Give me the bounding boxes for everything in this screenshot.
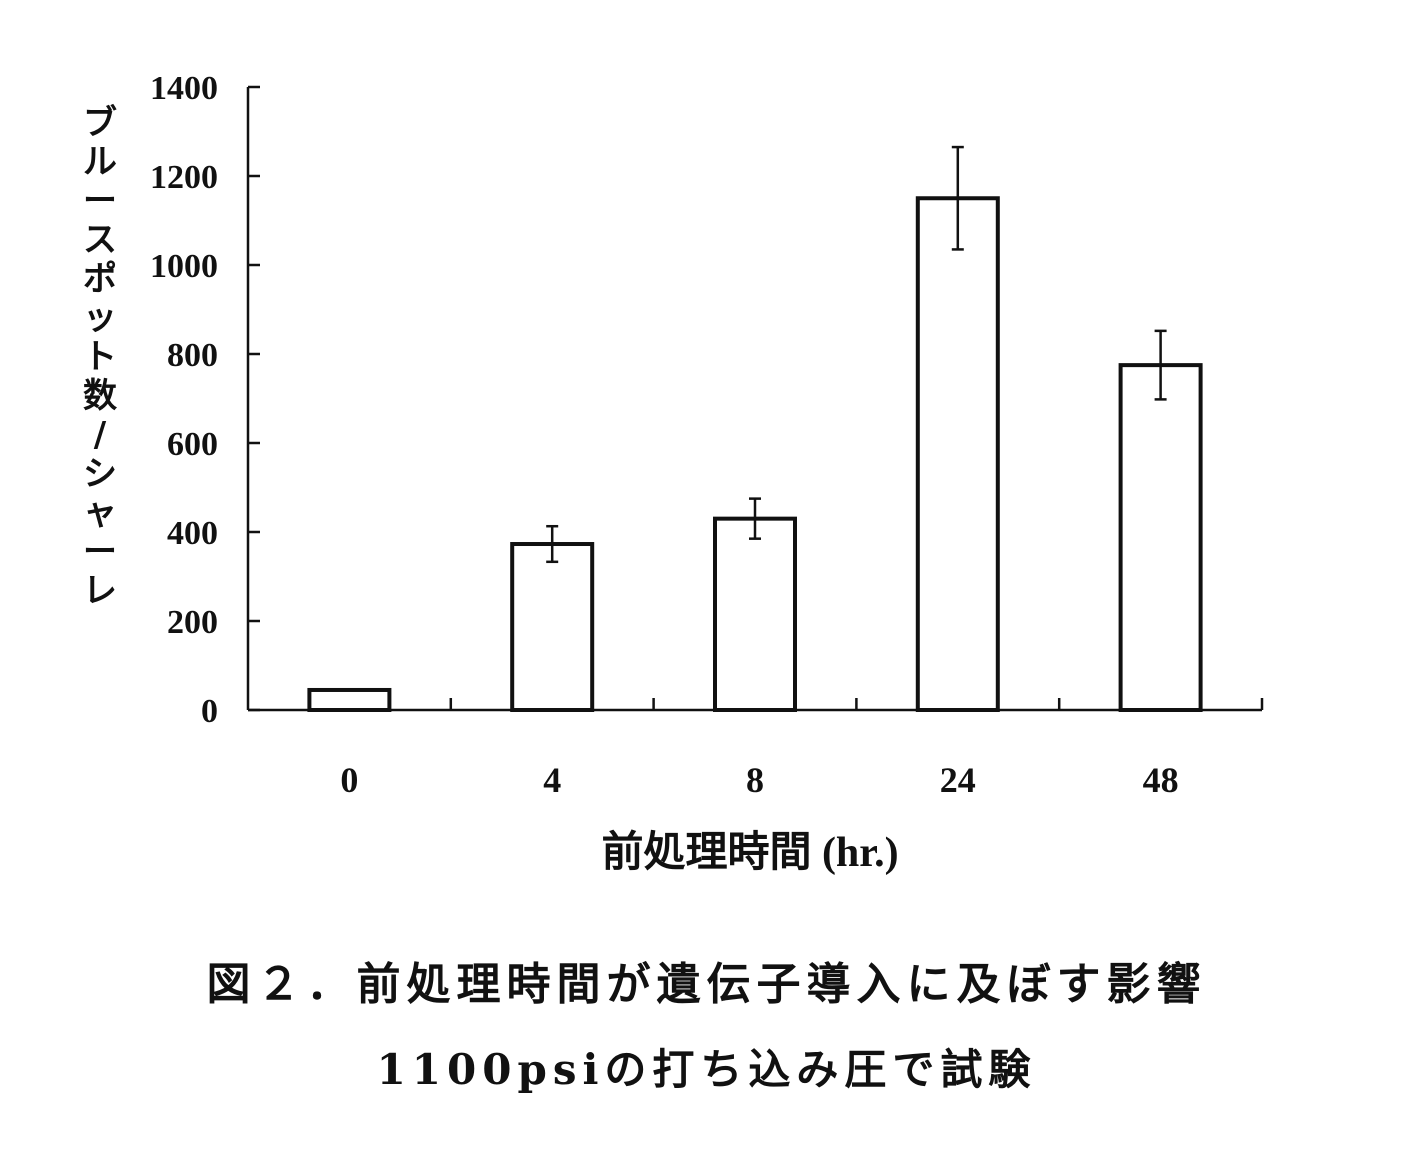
y-tick-label: 400	[167, 515, 218, 552]
y-axis-title-char: /	[93, 415, 107, 455]
bar	[510, 542, 595, 713]
x-axis: 0 4 8 24 48	[248, 698, 1264, 800]
y-axis-title-char: ス	[83, 220, 117, 260]
y-axis: 0 200 400 600 800 1000 1200 1400	[150, 70, 260, 730]
y-axis-title-char: シ	[83, 454, 117, 494]
y-axis-title-char: ッ	[83, 298, 117, 338]
bar	[1118, 363, 1203, 712]
y-axis-title-char: ー	[83, 532, 117, 572]
y-tick-label: 600	[167, 426, 218, 463]
y-axis-title-char: ル	[83, 142, 117, 182]
x-tick-label: 0	[340, 760, 358, 800]
y-axis-title-char: 数	[83, 376, 117, 416]
y-tick-label: 1000	[150, 248, 218, 285]
y-axis-title-char: ブ	[83, 103, 117, 143]
y-tick-label: 1400	[150, 70, 218, 107]
bar	[307, 687, 392, 712]
x-tick-label: 4	[543, 760, 561, 800]
bars	[307, 145, 1203, 713]
bar	[915, 196, 1000, 712]
x-axis-title: 前処理時間 (hr.)	[601, 829, 898, 876]
figure-caption-subtitle: 1100psiの打ち込み圧で試験	[376, 1045, 1037, 1094]
y-axis-title-char: レ	[83, 571, 117, 611]
y-axis-title-char: ャ	[83, 493, 117, 533]
x-tick-label: 24	[940, 760, 976, 800]
x-tick-label: 48	[1143, 760, 1179, 800]
y-axis-title: ブルースポット数 / シャーレ	[78, 104, 122, 611]
y-axis-title-char: ー	[83, 181, 117, 221]
x-tick-label: 8	[746, 760, 764, 800]
y-tick-label: 800	[167, 337, 218, 374]
figure-caption-title: 図２．前処理時間が遺伝子導入に及ぼす影響	[206, 959, 1207, 1010]
bar	[713, 516, 797, 713]
y-axis-title-char: ト	[83, 337, 117, 377]
y-tick-label: 200	[167, 604, 218, 641]
y-tick-label: 1200	[150, 159, 218, 196]
y-tick-label: 0	[201, 693, 218, 730]
y-axis-title-char: ポ	[83, 259, 117, 299]
